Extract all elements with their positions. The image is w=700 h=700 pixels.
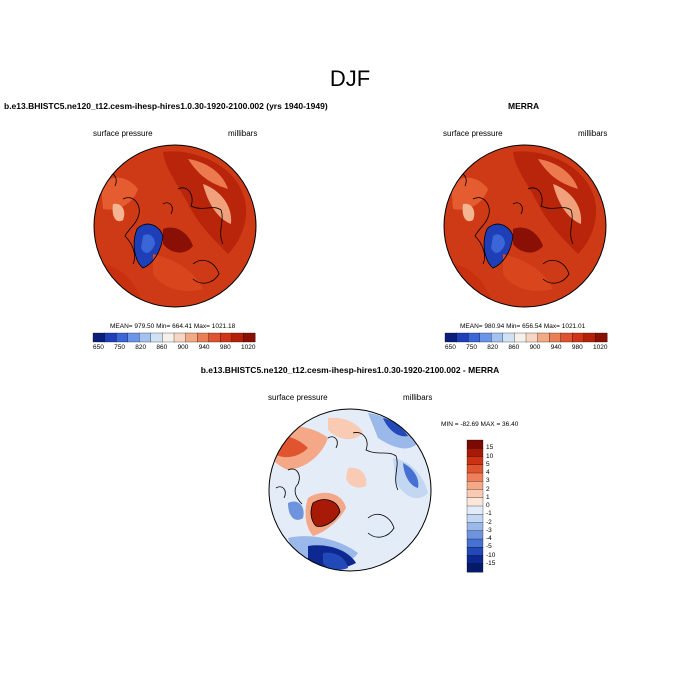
panel-2-colorbar-tick-label: 750 [466, 344, 477, 351]
panel-2-colorbar-tick-label: 820 [487, 344, 499, 351]
figure-title: DJF [329, 66, 371, 91]
panel-1-colorbar-tick-label: 940 [198, 344, 210, 351]
panel-1-colorbar-tick-label: 650 [93, 344, 104, 351]
panel-3-colorbar-swatch [466, 481, 484, 490]
panel-3-stats: MIN = -82.69 MAX = 36.40 [441, 421, 519, 428]
panel-1-colorbar-swatch [243, 332, 256, 343]
panel-1-colorbar-swatch [127, 332, 140, 343]
panel-3-polar-map [268, 408, 432, 572]
panel-2-title: MERRA [508, 101, 540, 111]
panel-3-colorbar-tick-label: -3 [486, 526, 492, 534]
panel-1-colorbar-swatch [115, 332, 129, 343]
panel-3-colorbar-tick-label: -15 [486, 559, 496, 567]
panel-1-colorbar-swatch [104, 332, 117, 343]
panel-2-colorbar-swatch [560, 332, 573, 343]
panel-1-colorbar-swatch [231, 332, 244, 343]
panel-2-colorbar-swatch [467, 332, 481, 343]
panel-2-colorbar-swatch [456, 332, 469, 343]
panel-1-colorbar-swatch [208, 332, 221, 343]
panel-3-colorbar-swatch [466, 514, 484, 523]
panel-1-colorbar-tick-label: 860 [156, 344, 168, 351]
panel-1-colorbar-swatch [196, 332, 210, 343]
panel-1-title: b.e13.BHISTC5.ne120_t12.cesm-ihesp-hires… [4, 101, 328, 111]
panel-1-colorbar-swatch [162, 332, 175, 343]
panel-1-colorbar [92, 332, 256, 343]
panel-2-colorbar-swatch [595, 332, 608, 343]
panel-3-title: b.e13.BHISTC5.ne120_t12.cesm-ihesp-hires… [200, 365, 500, 375]
panel-3-colorbar-swatch [466, 522, 484, 532]
panel-2-colorbar-swatch [502, 332, 515, 343]
panel-3-colorbar-tick-label: 3 [486, 477, 490, 485]
panel-3-colorbar-tick-label: 5 [486, 460, 490, 468]
panel-3-colorbar-swatch [466, 464, 484, 474]
panel-3-colorbar-tick-label: -1 [486, 510, 492, 518]
panel-2-colorbar-tick-label: 1020 [593, 344, 608, 351]
panel-2-colorbar-swatch [479, 332, 492, 343]
panel-3-colorbar-tick-label: 2 [486, 485, 490, 493]
panel-2-colorbar-swatch [572, 332, 585, 343]
panel-1-units-label: millibars [228, 129, 258, 138]
panel-1-colorbar-swatch [92, 332, 106, 343]
panel-1-colorbar-tick-label: 1020 [241, 344, 256, 351]
panel-3-colorbar-ticks: 15 10 5 4 3 2 1 0 -1 -2 -3 -4 -5 -10 -15 [486, 440, 510, 572]
panel-2-colorbar-swatch [583, 332, 596, 343]
panel-2-colorbar-tick-label: 650 [445, 344, 456, 351]
panel-1-colorbar-swatch [139, 332, 152, 343]
panel-1-colorbar-tick-label: 820 [135, 344, 147, 351]
panel-2-colorbar-tick-label: 940 [550, 344, 562, 351]
panel-3-colorbar-swatch [466, 555, 484, 565]
panel-1-colorbar-swatch [220, 332, 233, 343]
panel-2-colorbar-swatch [491, 332, 504, 343]
panel-3-colorbar-tick-label: 10 [486, 452, 494, 460]
panel-1-colorbar-tick-label: 900 [177, 344, 189, 351]
panel-3-colorbar-tick-label: 15 [486, 444, 494, 452]
panel-3-colorbar-swatch [466, 505, 484, 515]
panel-3-units-label: millibars [403, 393, 433, 402]
panel-3-colorbar-swatch [466, 563, 484, 573]
panel-3-colorbar-tick-label: -4 [486, 535, 492, 542]
panel-3-colorbar-swatch [466, 547, 484, 556]
panel-3-colorbar-swatch [466, 489, 484, 499]
panel-2-colorbar-swatch [537, 332, 550, 343]
panel-2-colorbar-tick-label: 860 [508, 344, 520, 351]
panel-1-stats: MEAN= 979.50 Min= 664.41 Max= 1021.18 [110, 323, 236, 330]
panel-3-colorbar-swatch [466, 497, 484, 507]
panel-3-colorbar-swatch [466, 530, 484, 540]
panel-3-colorbar-swatch [466, 456, 484, 466]
panel-1-polar-map [93, 144, 257, 308]
panel-2-stats: MEAN= 980.94 Min= 656.54 Max= 1021.01 [460, 323, 586, 330]
panel-3-colorbar-swatch [466, 439, 484, 449]
panel-2-units-label: millibars [578, 129, 608, 138]
panel-1-field-label: surface pressure [93, 129, 153, 138]
panel-3-colorbar-tick-label: -2 [486, 518, 492, 526]
panel-3-colorbar-tick-label: -5 [486, 543, 492, 551]
panel-2-colorbar-swatch [548, 332, 562, 343]
panel-2-colorbar-swatch [514, 332, 527, 343]
panel-3-colorbar-swatch [466, 538, 484, 548]
panel-1-colorbar-tick-label: 750 [114, 344, 125, 351]
panel-3-colorbar-swatch [466, 472, 484, 482]
panel-3-colorbar-swatch [466, 448, 484, 457]
panel-1-colorbar-tick-label: 980 [219, 344, 231, 351]
panel-3-colorbar-tick-label: 1 [486, 493, 490, 501]
panel-2-polar-map [443, 144, 607, 308]
panel-2-colorbar-tick-label: 980 [571, 344, 583, 351]
panel-3-colorbar-tick-label: -10 [486, 551, 496, 559]
panel-2-colorbar-swatch [525, 332, 539, 343]
panel-2-colorbar [444, 332, 608, 343]
panel-1-colorbar-swatch [173, 332, 187, 343]
panel-2-colorbar-ticks: 650 750 820 860 900 940 980 1020 [445, 344, 607, 354]
panel-1-colorbar-swatch [150, 332, 163, 343]
panel-3-colorbar-tick-label: 4 [486, 469, 490, 476]
panel-2-colorbar-swatch [444, 332, 458, 343]
panel-3-colorbar [466, 439, 484, 573]
panel-1-colorbar-ticks: 650 750 820 860 900 940 980 1020 [93, 344, 255, 354]
panel-1-colorbar-swatch [185, 332, 198, 343]
panel-2-field-label: surface pressure [443, 129, 503, 138]
panel-3-colorbar-tick-label: 0 [486, 502, 490, 509]
panel-3-field-label: surface pressure [268, 393, 328, 402]
panel-2-colorbar-tick-label: 900 [529, 344, 541, 351]
